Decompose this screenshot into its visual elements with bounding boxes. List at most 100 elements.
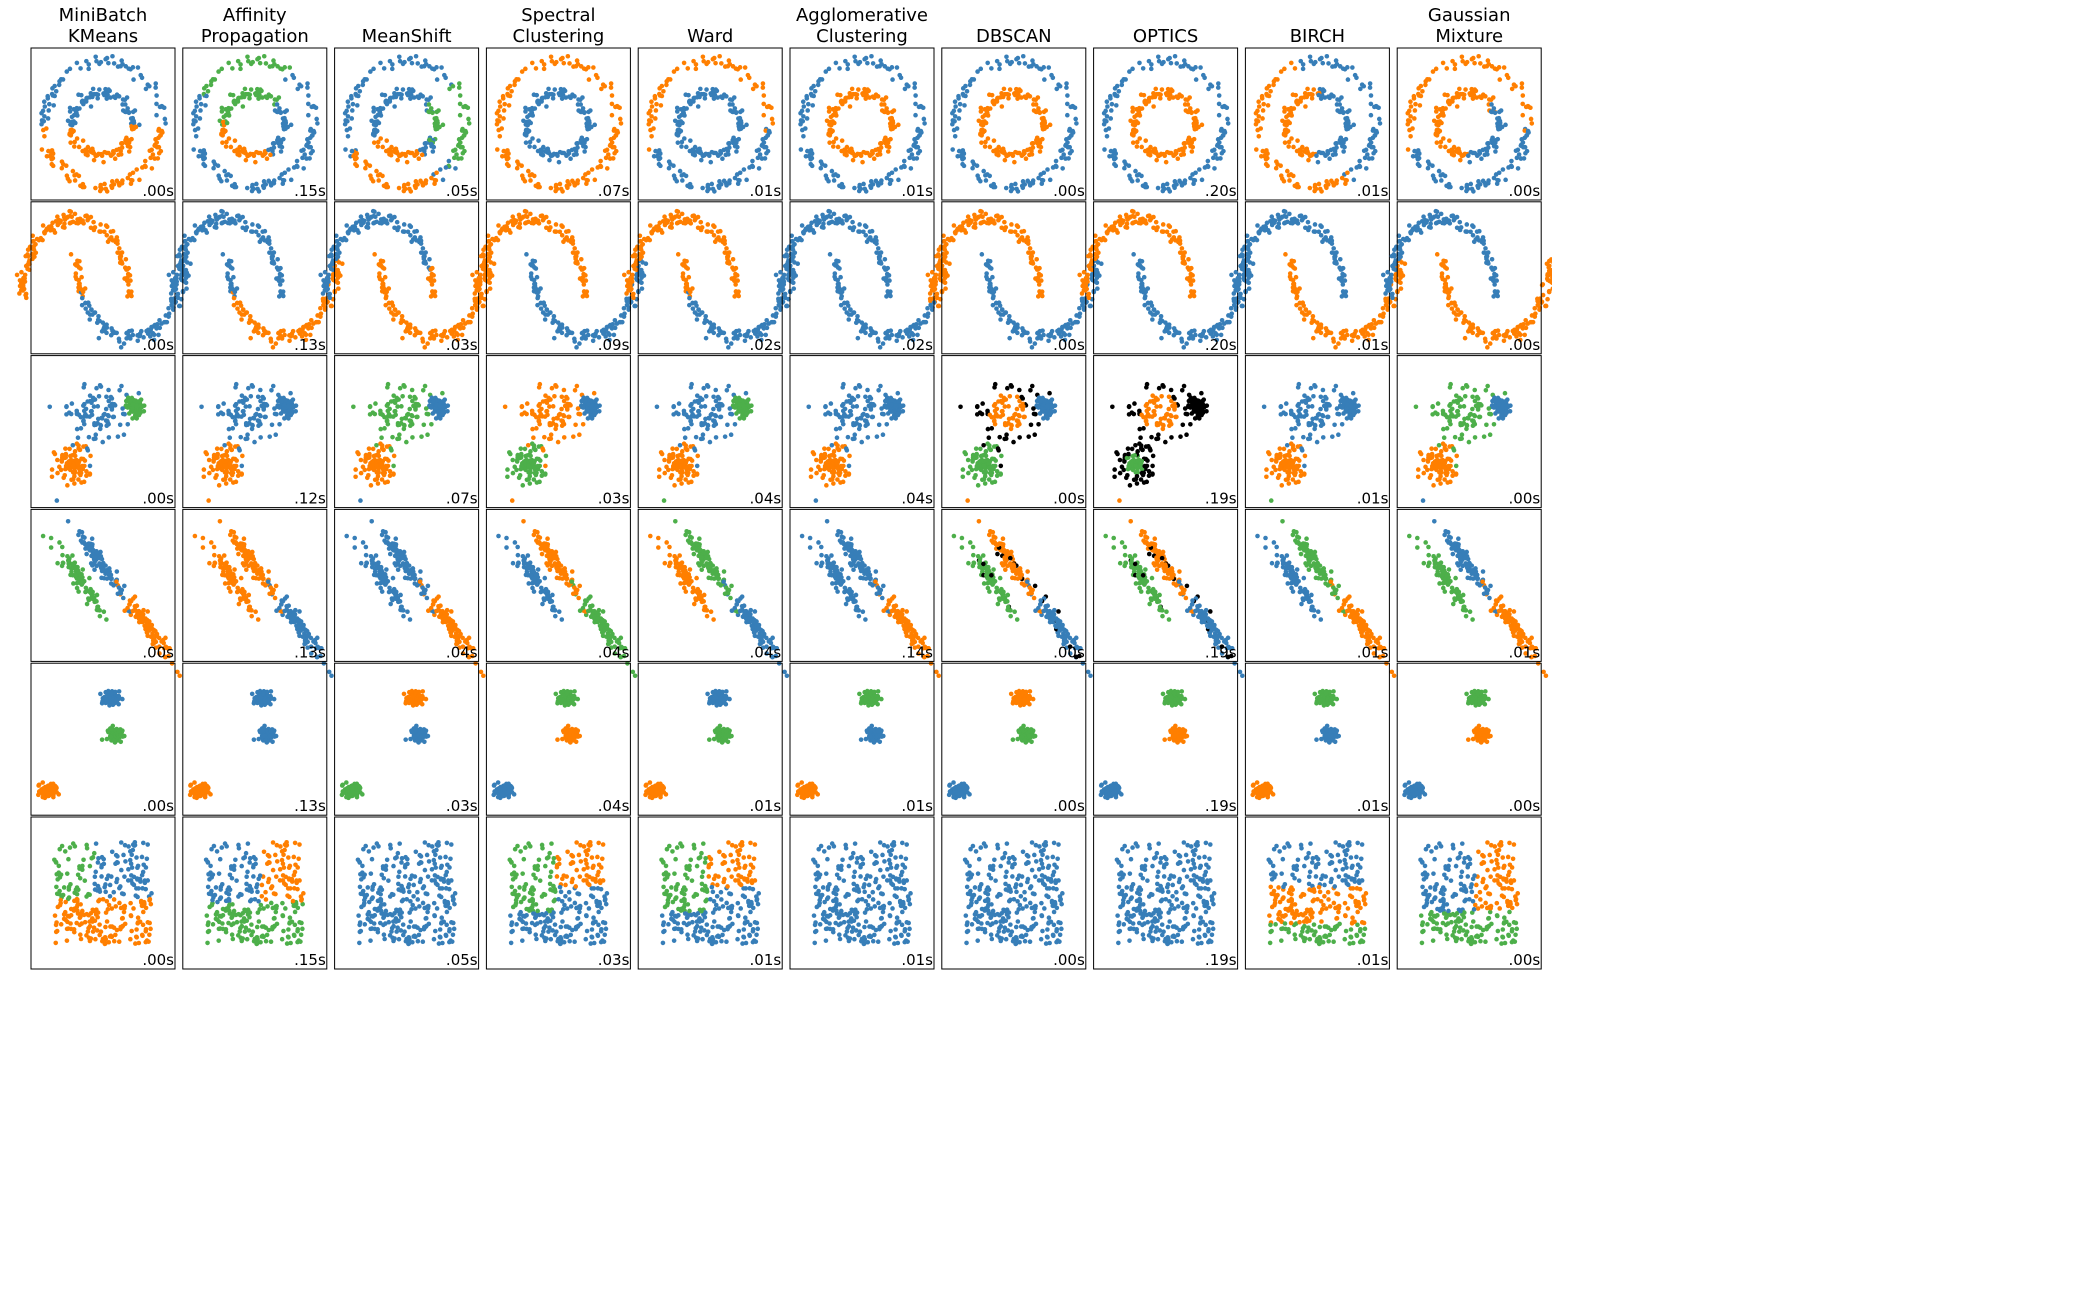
data-point <box>102 182 107 187</box>
data-point <box>1202 75 1207 80</box>
data-point <box>376 144 381 149</box>
data-point <box>615 321 620 326</box>
data-point <box>1412 96 1417 101</box>
data-point <box>1338 137 1343 142</box>
data-point <box>979 106 984 111</box>
data-point <box>1254 147 1259 152</box>
data-point <box>1376 105 1381 110</box>
data-point <box>104 187 109 192</box>
data-point <box>40 147 45 152</box>
data-point <box>243 87 248 92</box>
data-point <box>528 121 533 126</box>
data-point <box>279 292 284 297</box>
data-point <box>277 106 282 111</box>
data-point <box>275 137 280 142</box>
data-point <box>981 169 986 174</box>
data-point <box>1459 186 1464 191</box>
data-point <box>1174 94 1179 99</box>
data-point <box>414 152 419 157</box>
data-point <box>560 331 565 336</box>
data-point <box>408 233 413 238</box>
data-point <box>421 246 426 251</box>
data-point <box>560 233 565 238</box>
data-point <box>372 252 377 257</box>
data-point <box>746 329 751 334</box>
data-point <box>351 102 356 107</box>
data-point <box>731 257 736 262</box>
data-point <box>496 223 501 228</box>
data-point <box>754 84 759 89</box>
data-point <box>139 329 144 334</box>
data-point <box>676 220 681 225</box>
data-point <box>787 245 792 250</box>
data-point <box>1450 152 1455 157</box>
data-point <box>1506 75 1511 80</box>
data-point <box>411 89 416 94</box>
data-point <box>422 257 427 262</box>
data-point <box>702 320 707 325</box>
data-point <box>462 149 467 154</box>
data-point <box>1217 140 1222 145</box>
data-point <box>1282 106 1287 111</box>
data-point <box>891 121 896 126</box>
data-point <box>224 144 229 149</box>
data-point <box>447 159 452 164</box>
data-point <box>135 338 140 343</box>
data-point <box>557 160 562 165</box>
data-point <box>574 345 579 350</box>
data-point <box>136 65 141 70</box>
column-title: Spectral <box>521 5 595 26</box>
data-point <box>1157 92 1162 97</box>
data-point <box>707 153 712 158</box>
data-point <box>235 152 240 157</box>
data-point <box>1283 140 1288 145</box>
data-point <box>239 317 244 322</box>
data-point <box>580 267 585 272</box>
data-point <box>427 64 432 69</box>
data-point <box>69 120 74 125</box>
data-point <box>724 183 729 188</box>
data-point <box>263 94 268 99</box>
column-title: OPTICS <box>1133 26 1198 47</box>
data-point <box>220 214 225 219</box>
data-point <box>918 149 923 154</box>
data-point <box>575 58 580 63</box>
data-point <box>75 136 80 141</box>
data-point <box>1458 158 1463 163</box>
data-point <box>431 149 436 154</box>
data-point <box>410 61 415 66</box>
data-point <box>173 282 178 287</box>
data-point <box>653 96 658 101</box>
data-point <box>810 151 815 156</box>
data-point <box>430 334 435 339</box>
data-point <box>1065 93 1070 98</box>
data-point <box>380 278 385 283</box>
data-point <box>725 257 730 262</box>
data-point <box>534 66 539 71</box>
data-point <box>307 156 312 161</box>
data-point <box>724 337 729 342</box>
data-point <box>1478 61 1483 66</box>
data-point <box>299 84 304 89</box>
data-point <box>591 65 596 70</box>
data-point <box>704 336 709 341</box>
panel: .01s <box>1245 48 1389 200</box>
data-point <box>744 178 749 183</box>
data-point <box>80 185 85 190</box>
data-point <box>501 96 506 101</box>
data-point <box>1326 182 1331 187</box>
column-title: Agglomerative <box>796 5 928 26</box>
data-point <box>1303 148 1308 153</box>
data-point <box>606 152 611 157</box>
data-point <box>813 89 818 94</box>
data-point <box>305 85 310 90</box>
data-point <box>953 104 958 109</box>
data-point <box>1437 169 1442 174</box>
data-point <box>151 152 156 157</box>
data-point <box>496 128 501 133</box>
data-point <box>834 136 839 141</box>
data-point <box>1378 121 1383 126</box>
data-point <box>314 105 319 110</box>
data-point <box>230 66 235 71</box>
data-point <box>427 257 432 262</box>
